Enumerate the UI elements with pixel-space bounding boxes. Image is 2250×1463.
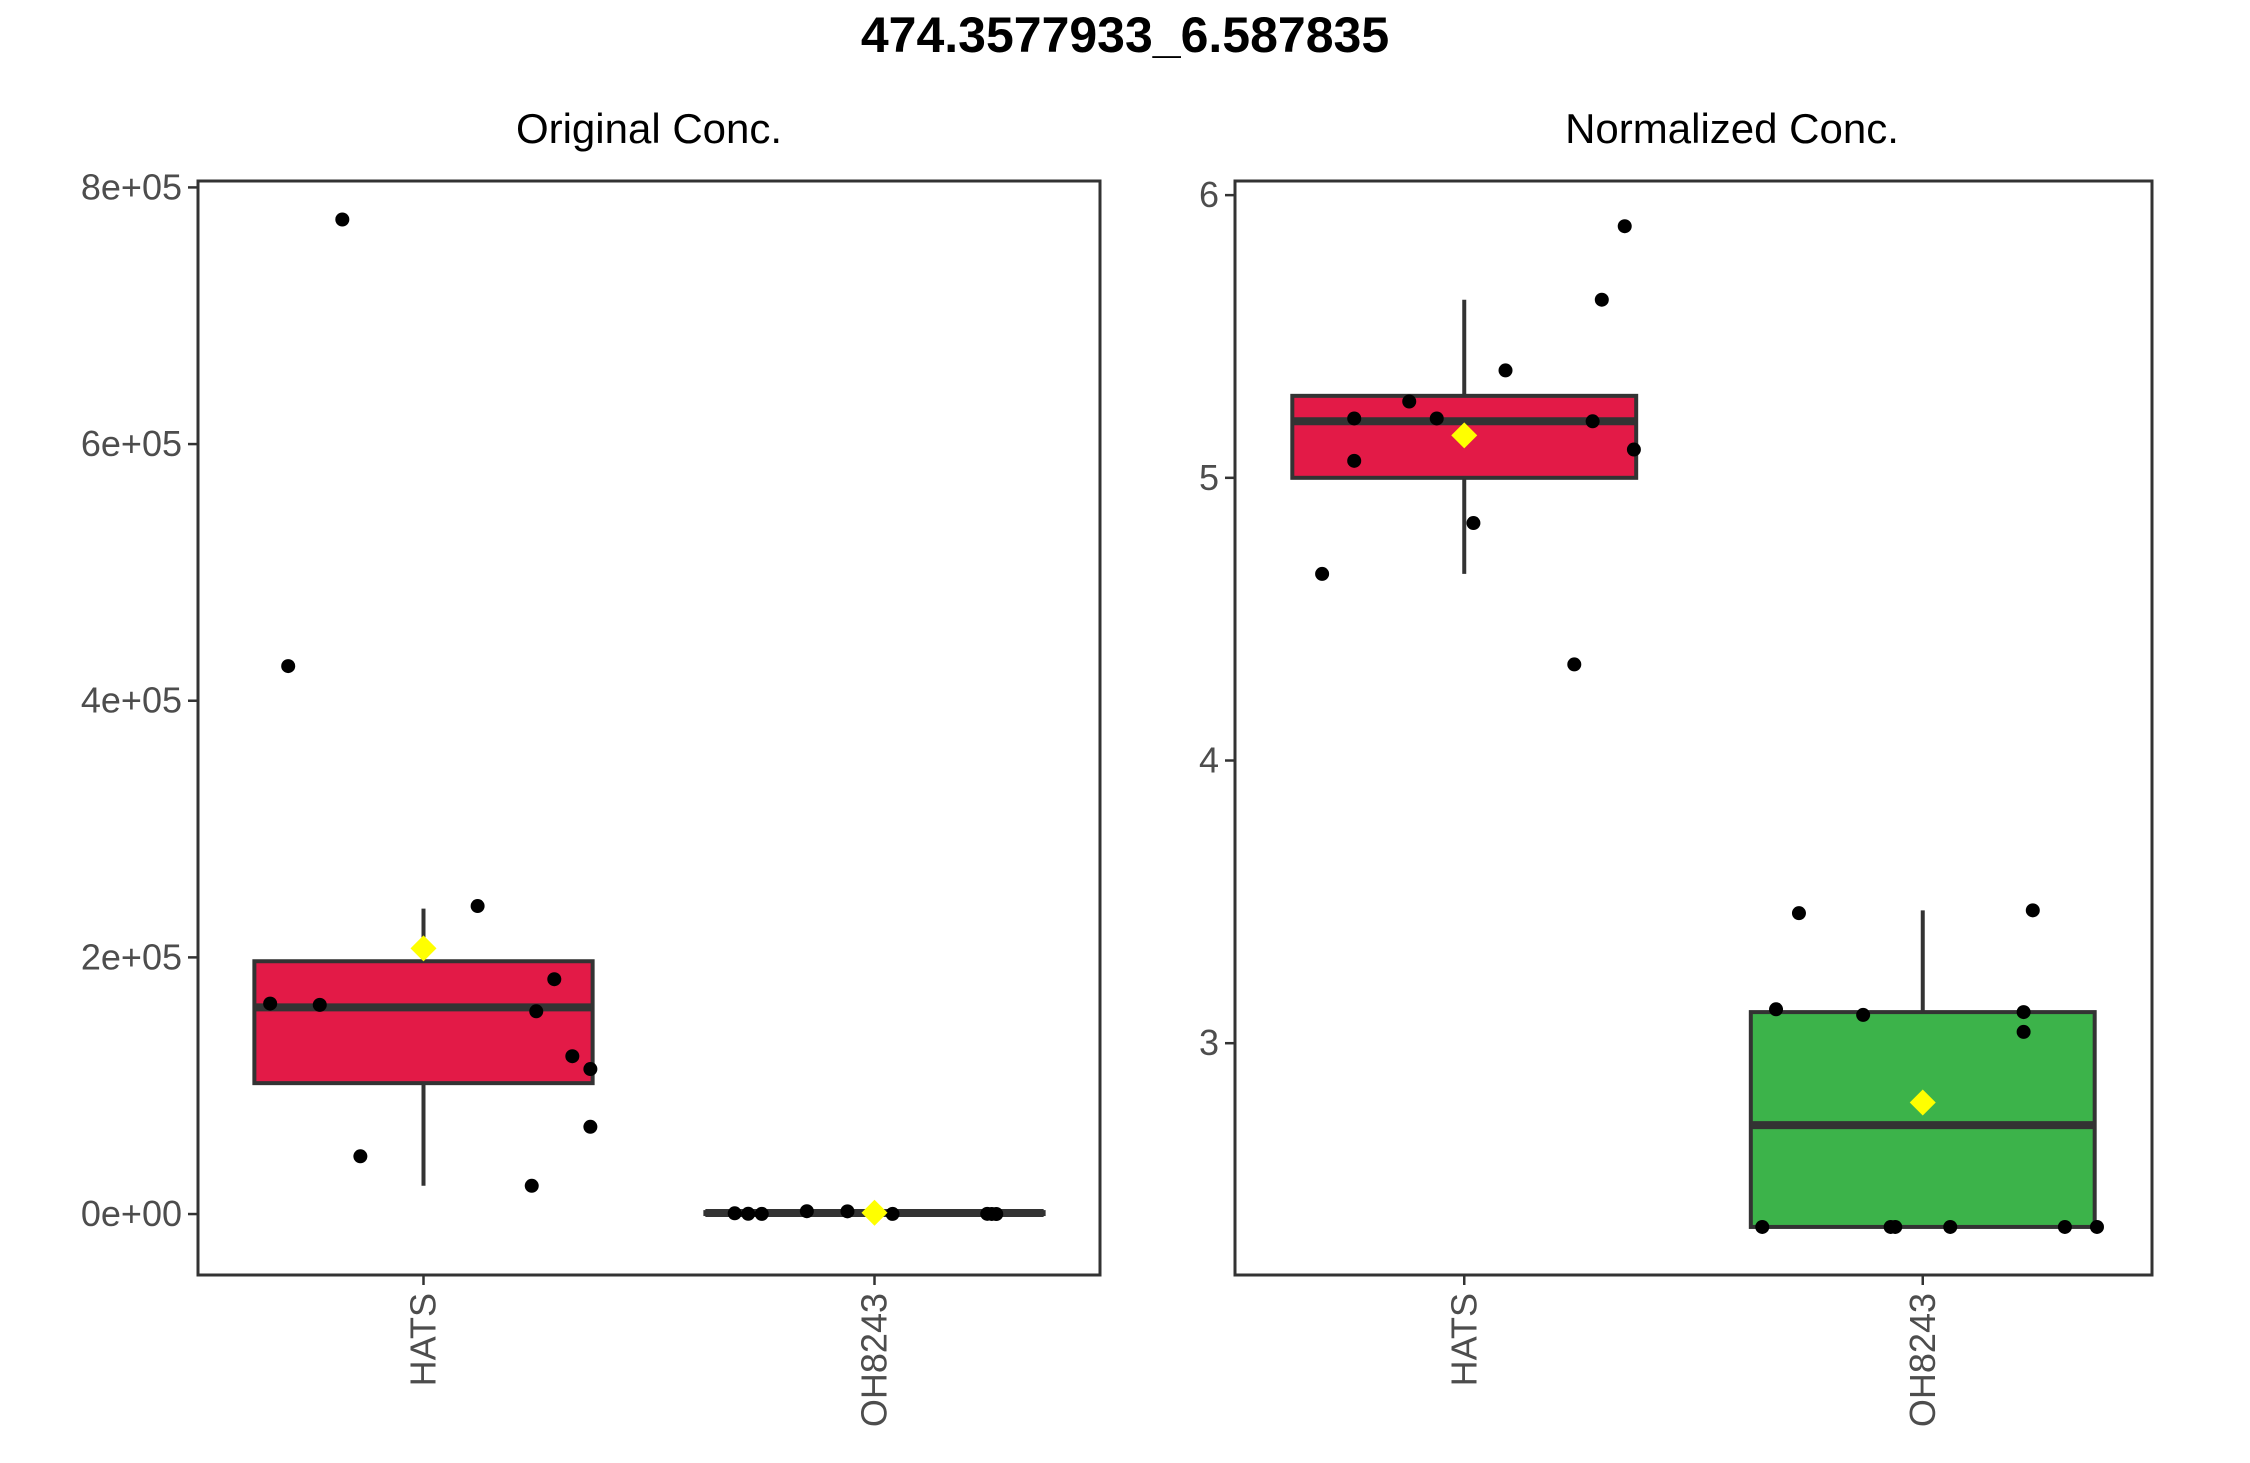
mean-marker [1451, 422, 1478, 449]
data-point [263, 996, 278, 1011]
data-point [1856, 1007, 1871, 1022]
data-point [470, 899, 485, 914]
y-tick-label: 2e+05 [81, 936, 182, 977]
data-point [840, 1204, 855, 1219]
data-point [1617, 219, 1632, 234]
data-point [754, 1206, 769, 1221]
x-tick-label: OH8243 [1902, 1293, 1943, 1427]
data-point [1769, 1002, 1784, 1017]
data-point [2016, 1024, 2031, 1039]
panel-normalized-conc: Normalized Conc. 3 4 5 6 HATS OH8243 [1199, 105, 2154, 1427]
panel-title-normalized: Normalized Conc. [1565, 105, 1899, 152]
y-tick-label: 4e+05 [81, 680, 182, 721]
data-point [2089, 1219, 2104, 1234]
data-point [2025, 903, 2040, 918]
mean-marker [1909, 1089, 1936, 1116]
data-point [547, 972, 562, 987]
data-point [1943, 1219, 1958, 1234]
data-point [727, 1206, 742, 1221]
data-point [1626, 442, 1641, 457]
y-tick-label: 0e+00 [81, 1193, 182, 1234]
data-point [583, 1119, 598, 1134]
data-point [1347, 411, 1362, 426]
panel-border [196, 179, 1102, 1277]
y-tick-label: 3 [1199, 1022, 1219, 1063]
data-point [1347, 453, 1362, 468]
data-point [1755, 1219, 1770, 1234]
y-tick-label: 5 [1199, 457, 1219, 498]
data-point [1888, 1219, 1903, 1234]
panel-border [1233, 179, 2154, 1277]
data-point [2057, 1219, 2072, 1234]
mean-marker [410, 935, 437, 962]
data-point [1585, 414, 1600, 429]
data-point [1567, 657, 1582, 672]
panel-original-conc: Original Conc. 0e+00 2e+05 4e+05 6e+05 8e+05… [81, 105, 1102, 1427]
data-point [565, 1049, 580, 1064]
data-point [281, 659, 296, 674]
x-tick-label: HATS [1443, 1293, 1484, 1386]
data-point [524, 1178, 539, 1193]
x-tick-label: HATS [403, 1293, 444, 1386]
panel-title-original: Original Conc. [516, 105, 782, 152]
data-point [799, 1204, 814, 1219]
data-point [335, 212, 350, 227]
data-point [583, 1062, 598, 1077]
x-tick-label: OH8243 [854, 1293, 895, 1427]
data-point [1594, 292, 1609, 307]
data-point [885, 1206, 900, 1221]
data-point [1402, 394, 1417, 409]
data-point [1429, 411, 1444, 426]
figure-title: 474.3577933_6.587835 [861, 7, 1389, 63]
data-point [741, 1206, 756, 1221]
data-point [2016, 1005, 2031, 1020]
box [1748, 1010, 2097, 1229]
data-point [1466, 516, 1481, 531]
data-point [353, 1149, 368, 1164]
y-tick-label: 6e+05 [81, 423, 182, 464]
box [252, 959, 595, 1086]
data-point [1498, 363, 1513, 378]
y-tick-label: 4 [1199, 740, 1219, 781]
data-point [529, 1004, 544, 1019]
data-point [312, 997, 327, 1012]
y-tick-label: 6 [1199, 174, 1219, 215]
data-point [1315, 566, 1330, 581]
y-tick-label: 8e+05 [81, 166, 182, 207]
mean-marker [861, 1199, 888, 1226]
data-point [989, 1207, 1004, 1222]
data-point [1791, 906, 1806, 921]
